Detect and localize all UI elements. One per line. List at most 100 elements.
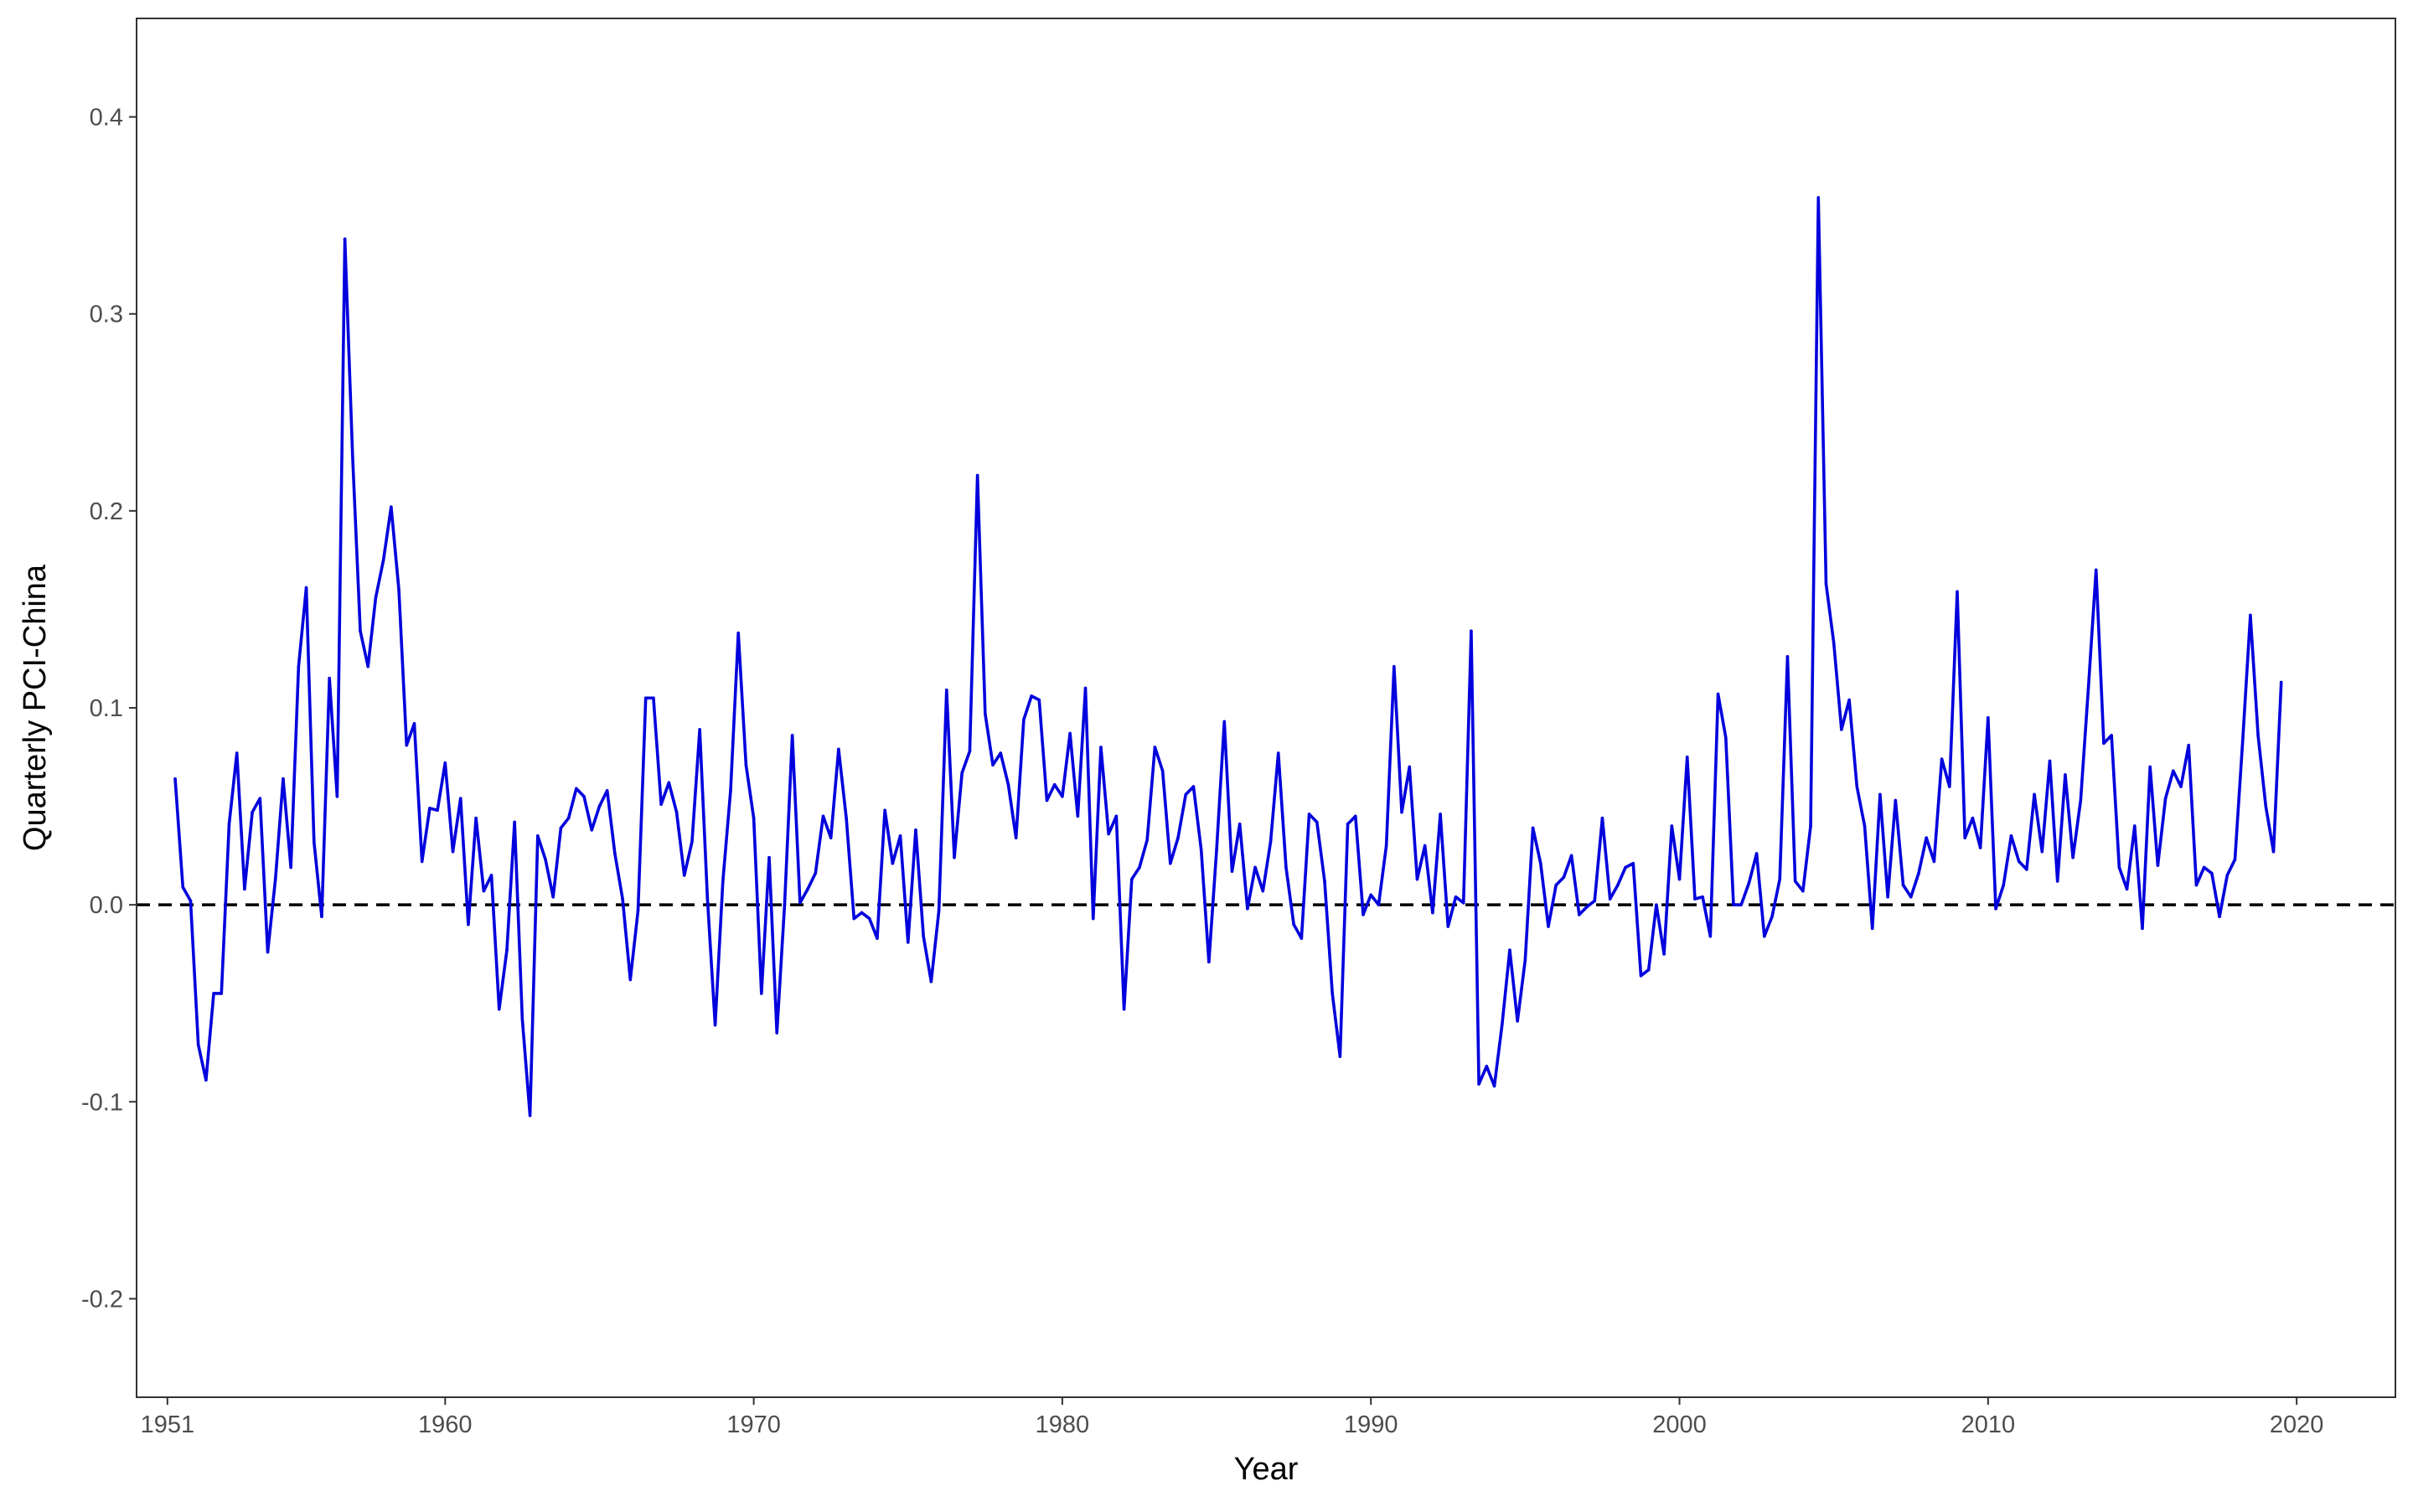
data-point — [2079, 798, 2083, 802]
data-point — [1408, 765, 1412, 769]
data-point — [1547, 925, 1550, 928]
data-point — [1987, 715, 1990, 720]
data-point — [1763, 934, 1766, 938]
data-point — [1261, 889, 1265, 893]
data-point — [1269, 840, 1273, 844]
data-point — [273, 877, 277, 881]
data-point — [458, 797, 462, 800]
data-point — [227, 822, 231, 826]
data-point — [2017, 859, 2021, 864]
data-point — [690, 840, 694, 844]
data-point — [2086, 686, 2090, 690]
data-point — [1393, 664, 1396, 668]
data-point — [1006, 782, 1010, 787]
data-point — [1917, 871, 1920, 875]
data-point — [482, 889, 486, 893]
data-point — [975, 473, 979, 477]
data-point — [420, 859, 424, 864]
data-point — [1292, 922, 1295, 926]
data-point — [1994, 907, 1997, 911]
data-point — [1091, 916, 1095, 921]
data-point — [2110, 734, 2113, 737]
data-point — [1061, 795, 1064, 798]
data-point — [1307, 813, 1311, 816]
data-point — [181, 885, 185, 889]
data-point — [883, 808, 886, 813]
data-point — [922, 934, 925, 938]
data-point — [1276, 751, 1280, 755]
data-point — [566, 816, 571, 820]
data-point — [837, 747, 840, 751]
data-point — [829, 836, 833, 839]
data-point — [1470, 629, 1473, 633]
data-point — [1639, 973, 1643, 978]
data-point — [1631, 861, 1635, 865]
data-point — [1052, 782, 1057, 787]
data-point — [251, 810, 254, 814]
data-point — [1716, 692, 1720, 696]
data-point — [582, 795, 586, 798]
data-point — [1068, 731, 1072, 735]
data-point — [536, 834, 540, 838]
data-point — [1199, 848, 1203, 852]
data-point — [1160, 769, 1165, 773]
data-point — [674, 810, 679, 814]
data-point — [1723, 735, 1728, 740]
data-point — [359, 629, 362, 633]
data-point — [1369, 893, 1373, 897]
data-point — [544, 858, 547, 861]
data-point — [2002, 883, 2006, 887]
data-point — [2064, 773, 2067, 777]
data-point — [821, 814, 825, 818]
data-point — [713, 1023, 717, 1027]
data-point — [390, 505, 393, 508]
data-point — [1886, 895, 1889, 899]
data-point — [1948, 785, 1951, 788]
data-point — [2009, 834, 2013, 838]
data-point — [559, 826, 563, 830]
data-point — [590, 828, 594, 832]
data-point — [443, 761, 447, 765]
data-point — [906, 941, 910, 944]
data-point — [1646, 968, 1651, 972]
data-point — [1894, 798, 1898, 802]
data-point — [1901, 883, 1905, 887]
data-point — [891, 861, 895, 865]
panel-background — [137, 18, 2395, 1397]
data-point — [1816, 196, 1821, 199]
data-point — [289, 865, 292, 870]
data-point — [744, 763, 748, 766]
data-point — [2256, 734, 2260, 737]
data-point — [1878, 792, 1882, 797]
data-point — [667, 781, 671, 785]
data-point — [304, 586, 308, 590]
x-tick-label: 1990 — [1344, 1411, 1398, 1438]
data-point — [1107, 832, 1110, 836]
data-point — [798, 900, 802, 905]
data-point — [2249, 613, 2252, 617]
data-point — [1238, 822, 1242, 826]
data-point — [1446, 925, 1450, 928]
data-point — [1076, 814, 1080, 818]
data-point — [1230, 870, 1234, 873]
data-point — [1222, 720, 1227, 724]
pci-series-line — [173, 196, 2283, 1117]
data-point — [2102, 741, 2106, 746]
data-point — [1809, 824, 1812, 828]
y-tick-label: 0.1 — [90, 695, 123, 722]
data-point — [520, 1017, 524, 1021]
data-point — [1593, 899, 1597, 903]
data-point — [196, 1043, 200, 1046]
data-point — [2179, 785, 2183, 788]
data-point — [682, 874, 686, 877]
data-point — [937, 909, 941, 912]
data-point — [2172, 769, 2175, 773]
data-point — [1253, 865, 1257, 870]
data-point — [991, 763, 995, 766]
data-point — [1099, 746, 1103, 749]
data-point — [1323, 880, 1326, 883]
data-point — [1346, 822, 1350, 826]
x-tick-label: 1970 — [726, 1411, 781, 1438]
data-point — [2117, 865, 2121, 870]
data-point — [1384, 844, 1388, 848]
